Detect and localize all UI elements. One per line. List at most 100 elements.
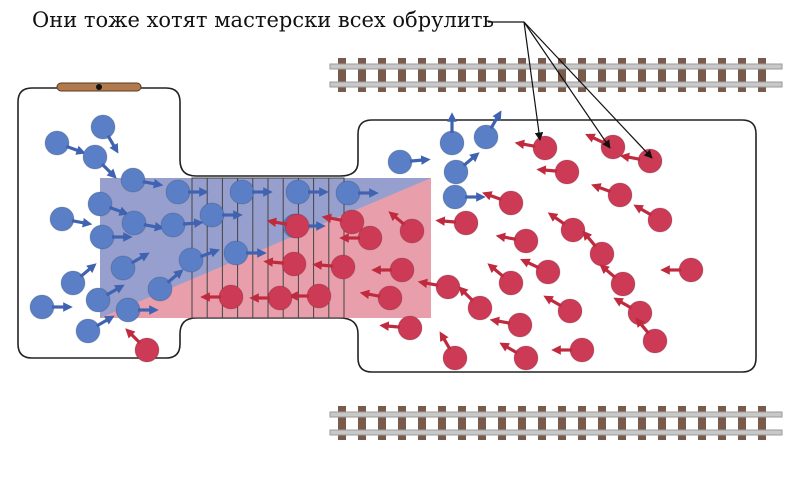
blue-person-icon-body — [285, 179, 311, 205]
blue-person-icon-direction-arrow — [182, 218, 204, 228]
blue-person-icon-body — [442, 184, 468, 210]
blue-person-icon-body — [223, 240, 249, 266]
blue-person-icon — [387, 149, 431, 175]
door-handle-knob — [96, 84, 102, 90]
red-person-icon-direction-arrow — [585, 133, 605, 145]
track-sleeper — [758, 406, 766, 440]
red-person-icon — [499, 342, 539, 371]
track-sleeper — [358, 58, 366, 92]
blue-person-icon-direction-arrow — [71, 217, 93, 228]
red-person-icon-direction-arrow — [591, 183, 612, 194]
red-person-icon — [599, 264, 636, 297]
blue-person-icon — [285, 179, 329, 205]
railway-track-top — [329, 58, 783, 92]
track-sleeper — [538, 406, 546, 440]
blue-person-icon-body — [439, 130, 465, 156]
track-sleeper — [438, 58, 446, 92]
red-person-icon-direction-arrow — [635, 317, 650, 335]
track-rail — [329, 411, 783, 418]
red-person-icon-body — [442, 345, 468, 371]
red-person-icon-body — [569, 337, 595, 363]
track-rail — [329, 429, 783, 436]
blue-person-icon-direction-arrow — [106, 134, 119, 154]
red-person-icon-body — [560, 217, 586, 243]
track-sleeper — [578, 406, 586, 440]
blue-person-icon-direction-arrow — [108, 205, 129, 216]
red-person-icon — [359, 285, 403, 311]
track-sleeper — [378, 58, 386, 92]
left-room — [17, 87, 757, 373]
red-person-icon-direction-arrow — [487, 263, 505, 278]
red-person-icon — [339, 225, 383, 251]
red-person-icon-direction-arrow — [417, 278, 439, 289]
red-person-icon-direction-arrow — [536, 165, 558, 175]
blue-person-icon — [443, 152, 480, 185]
red-person-icon — [635, 317, 668, 354]
red-person-icon-body — [397, 315, 423, 341]
red-person-icon-body — [377, 285, 403, 311]
red-person-icon-body — [637, 148, 663, 174]
track-sleeper — [638, 406, 646, 440]
blue-person-icon — [89, 224, 133, 250]
red-person-icon-direction-arrow — [520, 258, 540, 270]
track-sleeper — [358, 406, 366, 440]
track-sleeper — [438, 406, 446, 440]
red-person-icon — [613, 297, 653, 326]
red-person-icon — [660, 257, 704, 283]
red-person-icon — [489, 312, 533, 338]
track-sleeper — [418, 58, 426, 92]
red-person-icon — [379, 315, 423, 341]
caption-text: Они тоже хотят мастерски всех обрулить — [32, 8, 494, 32]
blue-person-icon-body — [29, 294, 55, 320]
red-person-icon — [487, 263, 524, 296]
red-person-icon-body — [218, 284, 244, 310]
blue-person-icon-direction-arrow — [489, 110, 502, 130]
red-person-icon-body — [513, 228, 539, 254]
blue-person-icon — [49, 206, 93, 232]
blue-person-icon-body — [229, 179, 255, 205]
track-sleeper — [598, 406, 606, 440]
red-person-icon-body — [513, 345, 539, 371]
blue-person-icon — [223, 240, 267, 266]
track-sleeper — [718, 58, 726, 92]
red-person-icon — [591, 182, 633, 208]
railway-track-bottom — [329, 406, 783, 440]
blue-person-icon — [439, 112, 465, 156]
red-person-icon-direction-arrow — [125, 328, 142, 345]
blue-person-icon-body — [121, 210, 147, 236]
blue-person-icon — [115, 297, 159, 323]
track-sleeper — [678, 406, 686, 440]
red-person-icon — [551, 337, 595, 363]
red-person-icon-direction-arrow — [388, 211, 406, 226]
blue-person-icon — [87, 191, 129, 217]
track-sleeper — [458, 58, 466, 92]
blue-person-icon-body — [160, 212, 186, 238]
red-person-icon — [633, 204, 673, 233]
blue-person-icon-direction-arrow — [95, 315, 115, 328]
blue-person-icon — [442, 184, 486, 210]
blue-person-icon — [90, 114, 119, 154]
blue-person-icon — [165, 179, 209, 205]
blue-person-icon-body — [199, 202, 225, 228]
track-sleeper — [398, 58, 406, 92]
track-sleeper — [418, 406, 426, 440]
red-person-icon — [543, 295, 583, 324]
blue-person-icon-direction-arrow — [199, 248, 220, 259]
red-person-icon — [619, 148, 663, 174]
red-person-icon-body — [607, 182, 633, 208]
red-person-icon-body — [339, 209, 365, 235]
red-person-icon-direction-arrow — [514, 139, 536, 150]
red-person-icon-body — [134, 337, 160, 363]
red-person-icon — [263, 251, 307, 277]
red-person-icon-body — [267, 285, 293, 311]
red-person-icon-body — [453, 210, 479, 236]
red-person-icon-direction-arrow — [633, 204, 653, 217]
red-person-icon-direction-arrow — [312, 260, 334, 270]
red-person-icon-direction-arrow — [321, 213, 343, 224]
red-person-icon-body — [647, 207, 673, 233]
track-sleeper — [738, 406, 746, 440]
red-person-icon — [249, 285, 293, 311]
blue-person-icon-direction-arrow — [166, 269, 184, 284]
red-person-icon-direction-arrow — [495, 232, 517, 243]
